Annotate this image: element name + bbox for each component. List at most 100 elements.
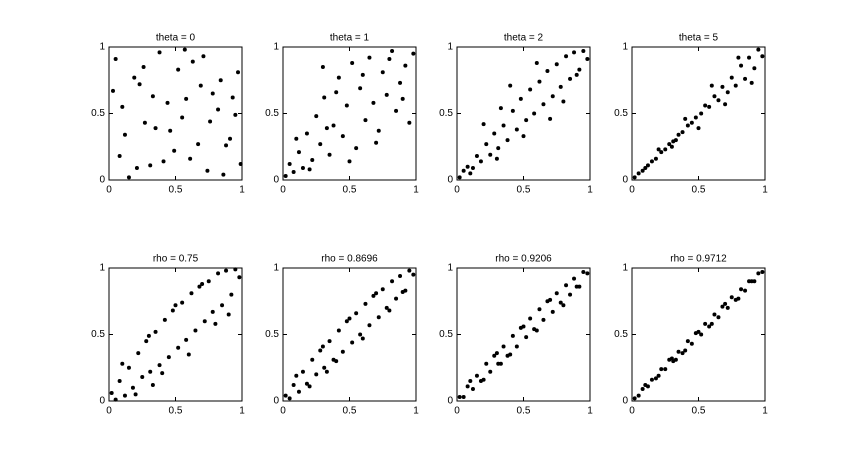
point — [545, 68, 550, 73]
y-tick-label: 1 — [447, 263, 453, 274]
point — [528, 87, 533, 92]
point — [184, 337, 189, 342]
point — [221, 172, 226, 177]
y-tick-label: 0.5 — [91, 329, 105, 340]
y-tick-label: 0.5 — [439, 329, 453, 340]
point — [318, 142, 323, 147]
point — [524, 335, 529, 340]
point — [636, 393, 641, 398]
point — [394, 108, 399, 113]
point — [508, 352, 513, 357]
point — [120, 104, 125, 109]
point — [568, 76, 573, 81]
point — [153, 329, 158, 334]
point — [680, 130, 685, 135]
point — [669, 144, 674, 149]
point — [304, 381, 309, 386]
point — [336, 75, 341, 80]
subplot-title: rho = 0.8696 — [321, 254, 378, 265]
point — [465, 164, 470, 169]
point — [322, 95, 327, 100]
point — [640, 387, 645, 392]
point — [168, 128, 173, 133]
point — [554, 62, 559, 67]
point — [400, 96, 405, 101]
point — [202, 319, 207, 324]
point — [676, 132, 681, 137]
point — [237, 275, 242, 280]
point — [324, 369, 329, 374]
point — [162, 317, 167, 322]
point — [685, 123, 690, 128]
point — [501, 123, 506, 128]
point — [296, 150, 301, 155]
point — [146, 333, 151, 338]
subplot: rho = 0.9712 0 0.5 1 0 0.5 1 — [614, 254, 768, 417]
point — [725, 305, 730, 310]
point — [390, 279, 395, 284]
point — [109, 391, 114, 396]
point — [481, 377, 486, 382]
point — [496, 146, 501, 151]
point — [150, 383, 155, 388]
point — [172, 148, 177, 153]
point — [193, 328, 198, 333]
point — [126, 175, 131, 180]
point — [283, 393, 288, 398]
point — [208, 119, 213, 124]
point — [498, 106, 503, 111]
point — [384, 305, 389, 310]
point — [534, 328, 539, 333]
axes-box — [282, 267, 417, 402]
x-tick-label: 0.5 — [692, 185, 706, 196]
point — [693, 115, 698, 120]
x-tick-label: 0.5 — [169, 185, 183, 196]
x-tick-label: 0.5 — [169, 406, 183, 417]
point — [411, 272, 416, 277]
point — [387, 308, 392, 313]
point — [716, 98, 721, 103]
point — [640, 168, 645, 173]
point — [541, 102, 546, 107]
point — [153, 126, 158, 131]
subplot: theta = 2 0 0.5 1 0 0.5 1 — [439, 33, 593, 196]
point — [729, 75, 734, 80]
point — [358, 332, 363, 337]
y-tick-label: 0 — [273, 396, 279, 407]
point — [122, 132, 127, 137]
y-tick-label: 0 — [99, 175, 105, 186]
point — [360, 72, 365, 77]
x-tick-label: 1 — [762, 185, 768, 196]
point — [126, 365, 131, 370]
point — [400, 289, 405, 294]
point — [113, 56, 118, 61]
point — [756, 271, 761, 276]
subplot-title: rho = 0.75 — [153, 254, 199, 265]
point — [501, 344, 506, 349]
point — [723, 102, 728, 107]
x-tick-label: 0.5 — [692, 406, 706, 417]
point — [488, 152, 493, 157]
axes-box — [108, 267, 243, 402]
point — [188, 156, 193, 161]
x-tick-label: 1 — [413, 185, 419, 196]
point — [554, 291, 559, 296]
point — [468, 171, 473, 176]
point — [324, 126, 329, 131]
point — [176, 345, 181, 350]
point — [673, 138, 678, 143]
point — [197, 284, 202, 289]
subplot: rho = 0.8696 0 0.5 1 0 0.5 1 — [265, 254, 419, 417]
point — [322, 365, 327, 370]
point — [461, 168, 466, 173]
point — [494, 156, 499, 161]
point — [739, 63, 744, 68]
point — [358, 86, 363, 91]
point — [236, 70, 241, 75]
subplot: theta = 5 0 0.5 1 0 0.5 1 — [614, 33, 768, 196]
point — [411, 51, 416, 56]
x-tick-label: 1 — [239, 185, 245, 196]
subplot-title: rho = 0.9712 — [670, 254, 727, 265]
point — [574, 284, 579, 289]
axes-box — [456, 267, 591, 402]
